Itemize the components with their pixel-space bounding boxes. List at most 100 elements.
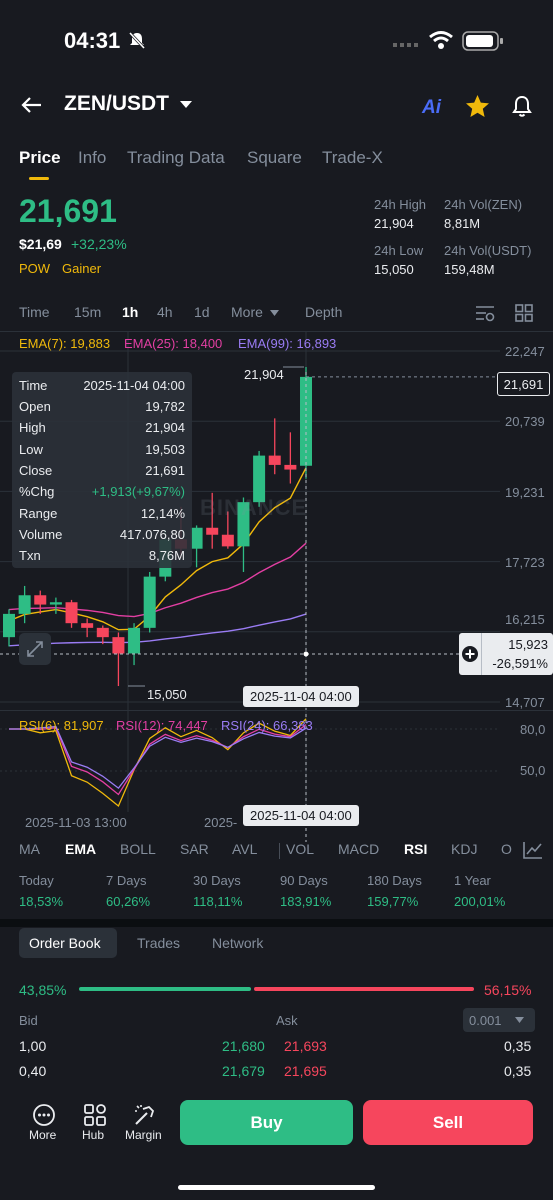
section-separator: [0, 919, 553, 927]
time-axis-label: 2025-11-03 13:00: [25, 815, 127, 830]
candle-body: [18, 595, 31, 614]
bid-ask-ratio-bar: [79, 987, 474, 991]
perf-value: 118,11%: [193, 894, 243, 909]
precision-chevron-icon[interactable]: [514, 1016, 525, 1024]
ema99-legend: EMA(99): 16,893: [238, 336, 337, 351]
indicator-vol[interactable]: VOL: [286, 841, 315, 857]
tab-trade-x[interactable]: Trade-X: [322, 148, 383, 167]
perf-label: 90 Days: [280, 873, 328, 888]
favorite-star-icon[interactable]: [465, 94, 490, 119]
tooltip-value: 21,691: [145, 463, 185, 478]
home-indicator: [178, 1185, 375, 1190]
ema7-line: [8, 467, 307, 631]
price-chart[interactable]: [0, 332, 553, 842]
stat-high: 21,904: [374, 216, 414, 231]
tooltip-key: Time: [19, 378, 48, 393]
indicator-avl[interactable]: AVL: [232, 841, 258, 857]
perf-value: 200,01%: [454, 894, 506, 909]
indicator-settings-icon[interactable]: [522, 840, 544, 860]
interval-depth[interactable]: Depth: [305, 304, 343, 320]
tooltip-value: 21,904: [145, 420, 185, 435]
perf-value: 18,53%: [19, 894, 64, 909]
bid-price[interactable]: 21,679: [222, 1063, 265, 1079]
hub-icon[interactable]: [83, 1103, 107, 1127]
more-label[interactable]: More: [29, 1128, 57, 1142]
tab-info[interactable]: Info: [78, 148, 107, 167]
indicator-kdj[interactable]: KDJ: [451, 841, 478, 857]
more-icon[interactable]: [32, 1103, 56, 1127]
tab-order-book-bg[interactable]: [19, 928, 117, 958]
back-arrow-icon[interactable]: [20, 95, 44, 115]
rsi-axis-mid: 50,0: [520, 763, 546, 778]
indicator-ema[interactable]: EMA: [65, 841, 97, 857]
tooltip-row-close: Close 21,691: [19, 463, 185, 478]
add-order-icon[interactable]: [461, 645, 479, 663]
precision-value[interactable]: 0.001: [469, 1013, 502, 1028]
indicator-macd[interactable]: MACD: [338, 841, 380, 857]
margin-label[interactable]: Margin: [125, 1128, 162, 1142]
precision-select[interactable]: [463, 1008, 535, 1032]
interval-15m[interactable]: 15m: [74, 304, 102, 320]
tooltip-value: 12,14%: [140, 506, 185, 521]
crosshair-price: 15,923: [508, 637, 548, 652]
buy-button[interactable]: Buy: [180, 1100, 353, 1145]
indicator-sar[interactable]: SAR: [180, 841, 209, 857]
indicator-boll[interactable]: BOLL: [120, 841, 156, 857]
notification-bell-icon[interactable]: [510, 94, 534, 118]
tooltip-row-open: Open 19,782: [19, 399, 185, 414]
price-axis-label: 16,215: [505, 612, 545, 627]
chevron-down-icon[interactable]: [179, 99, 193, 109]
tag-gainer[interactable]: Gainer: [62, 261, 102, 276]
tag-pow[interactable]: POW: [19, 261, 51, 276]
tab-order-book[interactable]: Order Book: [29, 935, 101, 951]
perf-value: 60,26%: [106, 894, 151, 909]
margin-icon[interactable]: [133, 1103, 157, 1127]
crosshair-box-divider: [481, 633, 482, 675]
fullscreen-button[interactable]: [19, 633, 51, 665]
perf-value: 159,77%: [367, 894, 419, 909]
stat-vol-quote: 159,48M: [444, 262, 495, 277]
layout-grid-icon[interactable]: [514, 303, 534, 323]
chart-top-divider: [0, 331, 553, 332]
tab-network[interactable]: Network: [212, 935, 264, 951]
indicator-more[interactable]: O: [501, 841, 512, 857]
bid-qty: 0,40: [19, 1063, 47, 1079]
pair-title[interactable]: ZEN/USDT: [64, 92, 169, 115]
perf-label: 1 Year: [454, 873, 491, 888]
ask-header: Ask: [276, 1013, 298, 1028]
interval-more[interactable]: More: [231, 304, 263, 320]
ask-price[interactable]: 21,693: [284, 1038, 327, 1054]
ai-assistant-icon[interactable]: Ai: [422, 97, 441, 118]
sell-button[interactable]: Sell: [363, 1100, 533, 1145]
interval-1d[interactable]: 1d: [194, 304, 210, 320]
rsi24-line: [9, 725, 307, 790]
tab-square[interactable]: Square: [247, 148, 302, 167]
tab-trades[interactable]: Trades: [137, 935, 181, 951]
low-marker-label: 15,050: [147, 687, 187, 702]
indicator-ma[interactable]: MA: [19, 841, 40, 857]
indicator-rsi[interactable]: RSI: [404, 841, 428, 857]
hub-label[interactable]: Hub: [82, 1128, 105, 1142]
tooltip-row-chg: %Chg +1,913(+9,67%): [19, 484, 185, 499]
rsi12-legend: RSI(12): 74,447: [116, 718, 208, 733]
rsi6-line: [9, 718, 307, 808]
chart-settings-icon[interactable]: [474, 303, 496, 323]
ask-price[interactable]: 21,695: [284, 1063, 327, 1079]
interval-time[interactable]: Time: [19, 304, 50, 320]
candle-body: [237, 502, 250, 547]
rsi-axis-top: 80,0: [520, 722, 546, 737]
interval-4h[interactable]: 4h: [157, 304, 173, 320]
tab-trading-data[interactable]: Trading Data: [127, 148, 225, 167]
interval-1h[interactable]: 1h: [122, 304, 139, 320]
bid-price[interactable]: 21,680: [222, 1038, 265, 1054]
perf-label: 30 Days: [193, 873, 241, 888]
high-marker-label: 21,904: [244, 367, 284, 382]
tab-price[interactable]: Price: [19, 148, 61, 167]
more-chevron-icon[interactable]: [269, 309, 280, 317]
watermark-logo: BINANCE: [200, 495, 308, 520]
rsi12-line: [9, 724, 307, 796]
expand-icon: [27, 641, 43, 657]
stat-high-label: 24h High: [374, 197, 427, 212]
crosshair-dot: [303, 651, 309, 657]
current-price-tag: 21,691: [497, 372, 550, 396]
